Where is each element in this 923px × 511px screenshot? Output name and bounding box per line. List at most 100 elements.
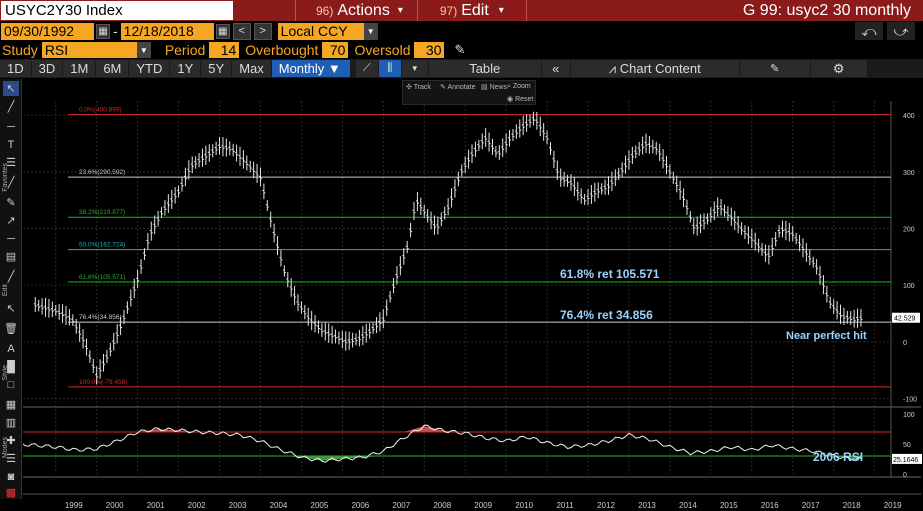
date-dash: - [113,23,118,39]
start-date-input[interactable]: 09/30/1992 [1,22,94,40]
trend-icon[interactable]: ╱ [7,177,15,189]
currency-select[interactable]: Local CCY [277,22,364,40]
ray-icon[interactable]: ↗ [6,215,16,227]
actions-menu[interactable]: 96) Actions ▾ [296,0,417,21]
study-select[interactable]: RSI [41,42,137,58]
grid-icon[interactable]: ▦ [5,399,17,411]
chevron-down-icon[interactable]: ▼ [363,22,378,40]
modes-label: Modes [2,437,9,459]
y-tick-label: 400 [903,113,915,120]
annotate-label: Annotate [447,84,476,91]
bar-chart-icon[interactable]: ⫼ [378,60,401,77]
x-tick-label: 2009 [474,501,492,510]
fill-color-icon[interactable]: █ [7,360,15,373]
frequency-select[interactable]: Monthly ▼ [271,60,350,77]
bars-icon[interactable]: ▥ [5,417,17,429]
period-label: Period [164,42,206,58]
overbought-input[interactable]: 70 [322,42,349,58]
x-tick-label: 2006 [351,501,369,510]
cursor-icon[interactable]: ↖ [3,81,19,96]
line-chart-icon[interactable]: ⟋ [355,60,378,77]
list-icon[interactable]: ☰ [6,453,16,465]
chevron-down-icon[interactable]: ▼ [401,60,428,77]
edit-box-icon[interactable]: ✎ [739,60,810,77]
annotation-near-hit[interactable]: Near perfect hit [786,330,867,342]
chevron-down-icon[interactable]: ▼ [136,42,151,58]
channel-icon[interactable]: ▤ [5,251,17,263]
calendar-icon[interactable]: ▦ [215,23,230,39]
annotation-764[interactable]: 76.4% ret 34.856 [560,308,653,322]
window-title: G 99: usyc2 30 monthly [742,1,911,19]
chart-area[interactable]: 1999 2000 2001 2002 2003 2004 2005 2006 2007 2008… [23,79,923,511]
fibonacci-icon[interactable]: ☰ [6,157,16,169]
period-input[interactable]: 14 [209,42,240,58]
news-button[interactable]: ▤ News [481,84,508,91]
line-color-icon[interactable]: □ [7,378,15,391]
table-button[interactable]: Table [428,60,541,77]
range-6m-button[interactable]: 6M [96,60,129,77]
fib-level-label: 0.0%(400.899) [79,107,122,114]
range-1y-button[interactable]: 1Y [170,60,201,77]
track-button[interactable]: ✣ Track [406,84,431,91]
edit-menu[interactable]: 97) Edit ▾ [418,0,526,21]
oversold-input[interactable]: 30 [414,42,445,58]
fib-level-label: 23.6%(290.592) [79,169,125,176]
minus-icon[interactable]: ─ [7,232,15,245]
pencil-icon[interactable]: ✎ [454,42,466,57]
redo-icon[interactable]: ⤻ [887,22,915,40]
horizontal-line-icon[interactable]: ─ [7,120,15,133]
rsi-y-tick-label: 50 [903,442,911,449]
divider [295,0,296,21]
range-5y-button[interactable]: 5Y [201,60,232,77]
reset-button[interactable]: ◉ Reset [507,96,534,103]
range-ytd-button[interactable]: YTD [129,60,170,77]
range-1d-button[interactable]: 1D [0,60,31,77]
next-period-button[interactable]: > [253,22,272,40]
text-icon[interactable]: T [7,138,15,151]
x-tick-label: 2008 [433,501,451,510]
crosshair-icon[interactable]: ✚ [6,435,16,447]
y-tick-label: 100 [903,283,915,290]
actions-number: 96) [316,3,334,18]
favorites-label: Favorites [2,163,9,192]
chart-svg[interactable]: 1999 2000 2001 2002 2003 2004 2005 2006 2007 2008… [23,79,923,511]
font-icon[interactable]: A [7,342,15,355]
annotation-618[interactable]: 61.8% ret 105.571 [560,267,660,281]
rsi-last-value-tag [892,453,922,464]
x-tick-label: 2012 [597,501,615,510]
prev-period-button[interactable]: < [232,22,251,40]
overbought-label: Overbought [245,42,319,58]
y-tick-label: 300 [903,170,915,177]
x-tick-label: 2018 [843,501,861,510]
x-tick-label: 2015 [720,501,738,510]
fib-level-label: 50.0%(162.724) [79,242,125,249]
end-date-input[interactable]: 12/18/2018 [120,22,214,40]
brush-icon[interactable]: ✎ [6,197,16,209]
range-max-button[interactable]: Max [232,60,271,77]
x-tick-label: 2019 [884,501,902,510]
chart-mini-toolbar: ✣ Track ✎ Annotate ▤ News ⌕ Zoom ◉ Reset [402,80,536,105]
range-3d-button[interactable]: 3D [31,60,63,77]
calendar-icon[interactable]: ▦ [96,23,110,39]
double-chevron-left-icon[interactable]: « [541,60,570,77]
range-1m-button[interactable]: 1M [63,60,96,77]
select-icon[interactable]: ↖ [6,303,16,315]
line-icon[interactable]: ╱ [7,271,15,283]
delete-icon[interactable]: 🗑 [4,323,18,335]
ticker-field[interactable]: USYC2Y30 Index [1,1,233,20]
gear-icon[interactable]: ⚙ [810,60,867,77]
x-tick-label: 1999 [65,501,83,510]
x-tick-label: 2003 [229,501,247,510]
camera-icon[interactable]: ◙ [7,470,15,483]
palette-icon[interactable]: ▩ [5,487,17,499]
x-tick-label: 2013 [638,501,656,510]
chart-content-button[interactable]: ⩘ Chart Content [570,60,739,77]
annotate-button[interactable]: ✎ Annotate [440,84,476,91]
diagonal-line-icon[interactable]: ╱ [7,101,15,113]
news-label: News [489,84,508,91]
undo-icon[interactable]: ⤺ [855,22,883,40]
y-tick-label: 0 [903,340,907,347]
zoom-button[interactable]: ⌕ Zoom [507,83,531,90]
annotation-rsi-2006[interactable]: 2006 RSI [813,450,864,464]
date-range-row: 09/30/1992 ▦ - 12/18/2018 ▦ < > Local CC… [0,21,923,41]
